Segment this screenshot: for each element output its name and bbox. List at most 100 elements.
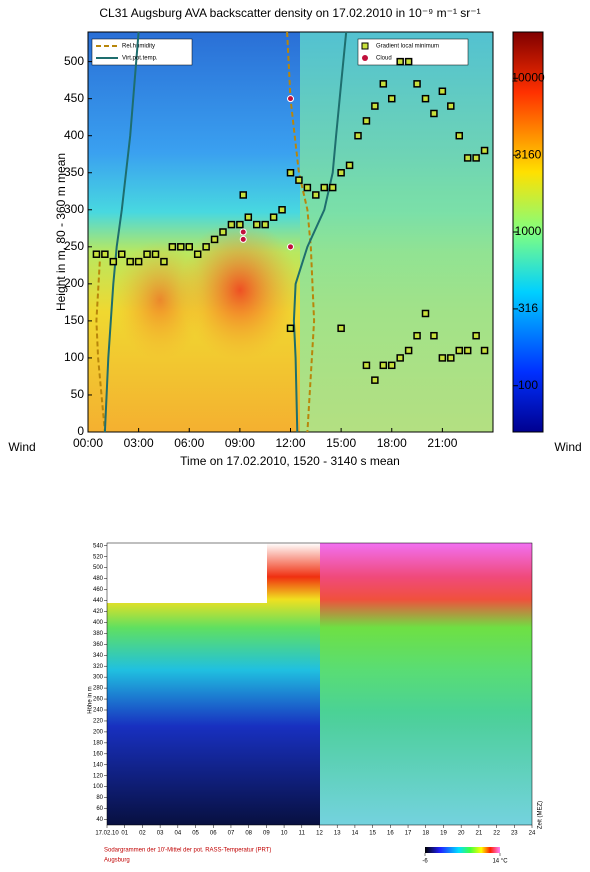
colorbar-tick-label: 10000 <box>511 70 545 84</box>
y-axis-label: Höhe in m <box>88 686 94 713</box>
y-tick-label: 320 <box>93 664 104 670</box>
colorbar-tick-label: 316 <box>518 301 538 315</box>
marker <box>396 354 404 362</box>
x-tick-label: 12:00 <box>275 436 305 450</box>
marker <box>193 250 202 258</box>
y-tick-label: 80 <box>96 795 103 801</box>
x-tick-label: 18 <box>422 831 429 837</box>
y-tick-label: 440 <box>93 598 104 604</box>
marker <box>438 354 447 362</box>
marker <box>396 57 404 66</box>
marker <box>227 220 236 229</box>
y-tick-label: 100 <box>64 350 84 364</box>
marker <box>447 102 455 110</box>
marker <box>371 376 379 384</box>
colorbar-tick-label: 1000 <box>515 224 542 238</box>
x-tick-label: 01 <box>121 831 128 837</box>
x-tick-label: 03:00 <box>124 436 154 450</box>
x-tick-label: 07 <box>228 831 235 837</box>
legend-box <box>357 38 469 66</box>
y-tick-label: 0 <box>77 424 84 438</box>
marker <box>463 346 472 355</box>
marker <box>430 331 438 340</box>
x-tick-label: 03 <box>157 831 164 837</box>
marker <box>388 361 396 370</box>
legend-label: Cloud <box>376 56 392 62</box>
marker <box>202 243 210 251</box>
legend-label: Rel.humidity <box>122 44 155 50</box>
marker <box>160 257 168 266</box>
x-tick-label: 04 <box>174 831 181 837</box>
x-tick-label: 19 <box>440 831 447 837</box>
marker <box>362 117 371 125</box>
marker <box>421 309 430 318</box>
marker <box>472 154 480 162</box>
marker <box>286 324 295 333</box>
heatmap-2 <box>106 542 533 826</box>
line-series <box>103 31 348 433</box>
x-tick-label: 17 <box>405 831 412 837</box>
marker <box>303 183 312 192</box>
marker <box>118 250 126 258</box>
x-tick-label: 23 <box>511 831 518 837</box>
marker <box>219 228 227 236</box>
x-tick-label: 14 <box>352 831 359 837</box>
y-tick-label: 200 <box>64 276 84 290</box>
x-tick-label: 21:00 <box>427 436 457 450</box>
y-tick-label: 450 <box>64 91 84 105</box>
marker <box>269 213 278 221</box>
marker <box>286 168 295 177</box>
cloud-marker <box>239 228 247 236</box>
x-tick-label: 17.02.10 <box>95 831 119 837</box>
y-tick-label: 350 <box>64 165 84 179</box>
x-tick-label: 05 <box>192 831 199 837</box>
y-tick-label: 500 <box>93 565 104 571</box>
marker <box>413 331 421 340</box>
y-tick-label: 220 <box>93 719 104 725</box>
marker <box>354 131 362 140</box>
y-tick-label: 400 <box>64 128 84 142</box>
legend-label: Gradient local minimum <box>376 44 439 50</box>
marker <box>480 346 489 355</box>
y-tick-label: 200 <box>93 729 104 735</box>
y-tick-label: 100 <box>93 784 104 790</box>
marker <box>421 94 430 103</box>
marker <box>126 257 134 266</box>
chart-title: CL31 Augsburg AVA backscatter density on… <box>99 6 480 20</box>
marker <box>345 161 354 170</box>
y-tick-label: 340 <box>93 653 104 659</box>
y-tick-label: 520 <box>93 554 104 560</box>
x-tick-label: 21 <box>476 831 483 837</box>
x-tick-label: 06 <box>210 831 217 837</box>
marker <box>404 346 413 355</box>
marker <box>404 57 413 66</box>
y-axis-label: Height in m, 80 - 360 m mean <box>54 153 68 311</box>
marker <box>143 250 151 258</box>
marker <box>438 87 447 96</box>
y-tick-label: 460 <box>93 587 104 593</box>
footer: Augsburg <box>104 858 130 864</box>
marker <box>261 220 269 229</box>
marker <box>328 183 337 192</box>
y-tick-label: 420 <box>93 609 104 615</box>
cloud-marker <box>287 95 294 103</box>
marker <box>244 213 253 221</box>
y-tick-label: 280 <box>93 686 104 692</box>
legend-label: Virt.pot.temp. <box>122 56 158 62</box>
y-tick-label: 150 <box>64 313 84 327</box>
marker <box>278 206 286 214</box>
marker <box>455 131 463 140</box>
marker <box>472 331 480 340</box>
cloud-marker <box>287 243 294 251</box>
marker <box>480 146 489 155</box>
footer: Sodargrammen der 10'-Mittel der pot. RAS… <box>104 848 271 854</box>
x-tick-label: 18:00 <box>377 436 407 450</box>
y-tick-label: 40 <box>96 817 103 823</box>
y-tick-label: 480 <box>93 576 104 582</box>
x-tick-label: 09:00 <box>225 436 255 450</box>
x-tick-label: 10 <box>281 831 288 837</box>
marker <box>151 250 160 258</box>
y-tick-label: 260 <box>93 697 104 703</box>
